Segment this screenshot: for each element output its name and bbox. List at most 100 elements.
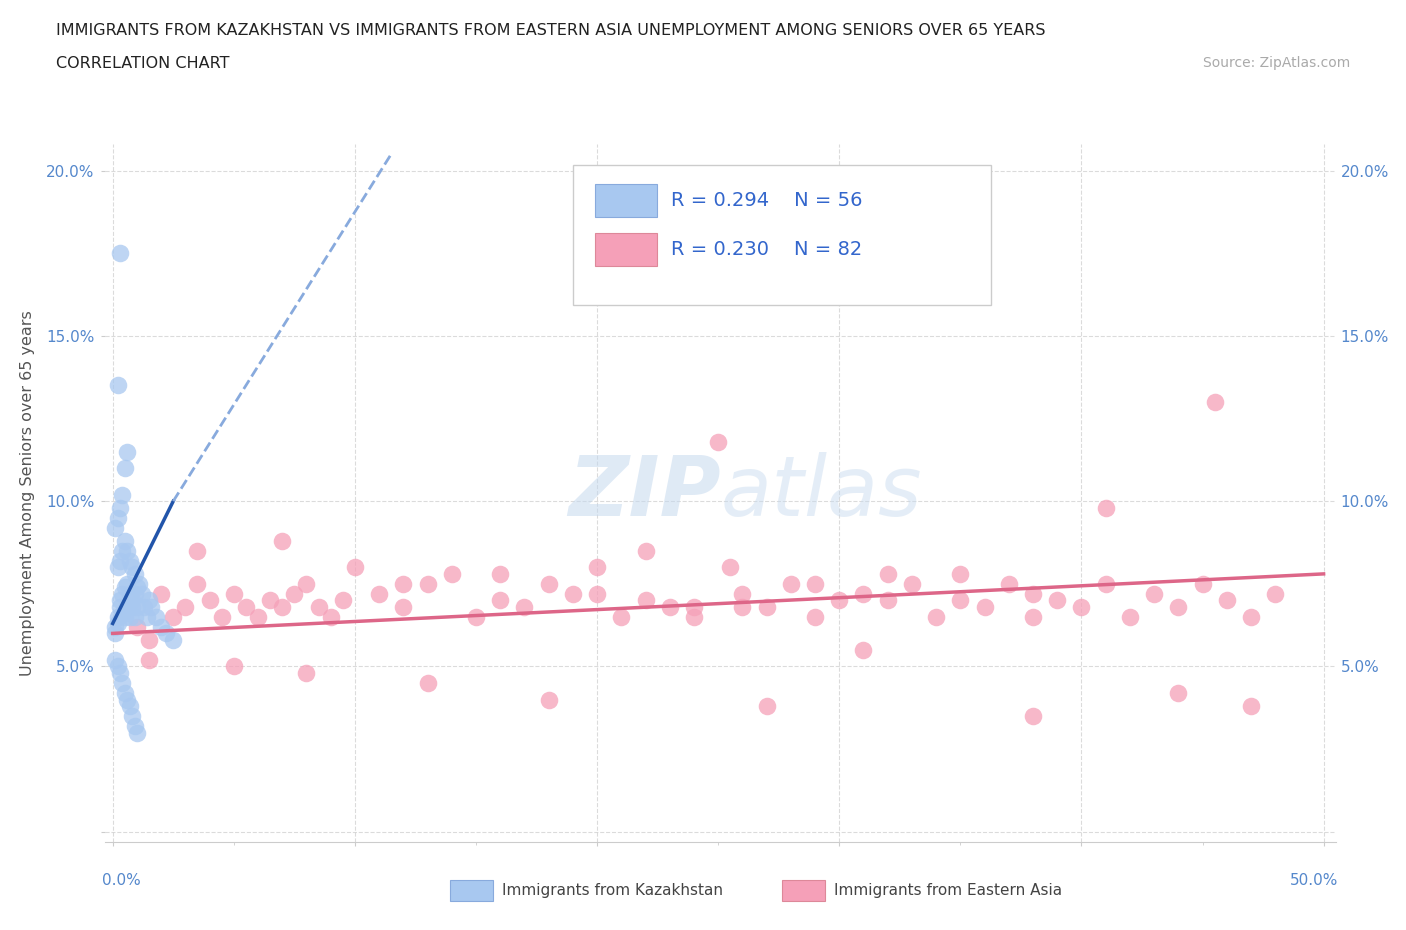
Point [104,626,127,641]
Point [973,600,995,615]
Point [222,586,245,601]
Point [121,709,143,724]
Point [683,609,706,624]
Point [925,609,948,624]
Point [108,666,131,681]
Text: atlas: atlas [721,452,922,534]
Point [537,577,560,591]
Point [108,600,131,615]
Text: R = 0.294    N = 56: R = 0.294 N = 56 [672,192,863,210]
Y-axis label: Unemployment Among Seniors over 65 years: Unemployment Among Seniors over 65 years [20,310,35,676]
Point [108,553,131,568]
Point [586,560,609,575]
Point [111,586,134,601]
Point [259,593,281,608]
Point [1094,577,1116,591]
Point [121,560,143,575]
Point [852,586,875,601]
Point [162,632,184,647]
Point [247,609,270,624]
Point [1119,609,1142,624]
Point [1240,698,1263,713]
Point [634,543,657,558]
Point [392,600,415,615]
Point [1204,394,1226,409]
Point [271,534,294,549]
Point [117,577,139,591]
Point [150,586,173,601]
Point [198,593,221,608]
Point [901,577,924,591]
Point [107,511,129,525]
Point [949,593,972,608]
Point [111,487,134,502]
Point [731,600,754,615]
Point [683,600,706,615]
Point [121,600,143,615]
Text: CORRELATION CHART: CORRELATION CHART [56,56,229,71]
Point [586,586,609,601]
Point [125,579,148,594]
Point [118,553,141,568]
Point [513,600,536,615]
Point [174,600,197,615]
Point [235,600,257,615]
Point [1070,600,1092,615]
Point [295,666,318,681]
Point [707,434,730,449]
Point [117,543,139,558]
Point [108,500,131,515]
Point [125,619,148,634]
Point [107,378,129,392]
Point [731,586,754,601]
Point [658,600,681,615]
Point [852,643,875,658]
Point [125,600,148,615]
Point [104,520,127,535]
Point [162,609,184,624]
Point [1191,577,1213,591]
Point [104,619,127,634]
Point [211,609,233,624]
Point [114,609,136,624]
Point [111,606,134,621]
FancyBboxPatch shape [574,166,991,305]
Text: Immigrants from Eastern Asia: Immigrants from Eastern Asia [834,883,1062,898]
Text: IMMIGRANTS FROM KAZAKHSTAN VS IMMIGRANTS FROM EASTERN ASIA UNEMPLOYMENT AMONG SE: IMMIGRANTS FROM KAZAKHSTAN VS IMMIGRANTS… [56,23,1046,38]
Point [150,619,173,634]
Point [755,698,778,713]
Point [343,560,366,575]
Point [949,566,972,581]
Point [107,659,129,674]
Point [138,653,160,668]
Point [114,460,136,475]
Point [118,586,141,601]
Point [134,600,156,615]
Point [107,560,129,575]
Point [138,632,160,647]
Point [876,593,898,608]
Point [1022,609,1045,624]
Point [124,609,146,624]
Point [283,586,305,601]
Point [308,600,330,615]
Point [124,586,146,601]
Point [319,609,342,624]
Point [755,600,778,615]
Point [392,577,415,591]
Point [1143,586,1166,601]
Point [125,725,148,740]
Point [138,593,160,608]
Point [1046,593,1069,608]
Point [997,577,1019,591]
Point [114,579,136,594]
Point [108,593,131,608]
Text: Immigrants from Kazakhstan: Immigrants from Kazakhstan [502,883,723,898]
Text: R = 0.230    N = 82: R = 0.230 N = 82 [672,240,863,259]
Point [1167,685,1189,700]
Point [1240,609,1263,624]
Point [828,593,851,608]
Point [117,692,139,707]
Point [117,445,139,459]
Bar [450,880,494,901]
